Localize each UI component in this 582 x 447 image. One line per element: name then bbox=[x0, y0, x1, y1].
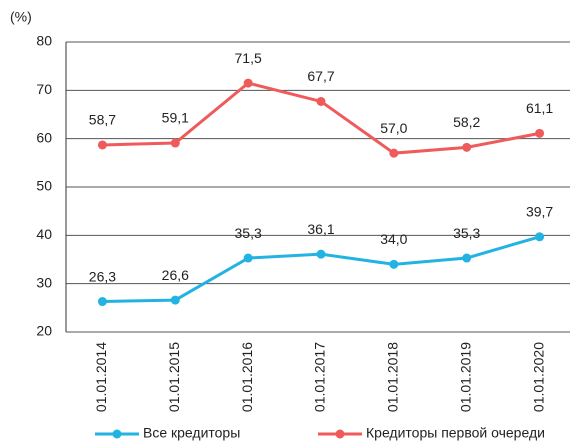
point bbox=[97, 140, 107, 150]
x-tick-label: 01.01.2018 bbox=[385, 342, 401, 412]
point bbox=[243, 253, 253, 263]
data-label: 58,2 bbox=[453, 114, 480, 130]
point bbox=[316, 96, 326, 106]
data-label: 57,0 bbox=[380, 120, 407, 136]
x-tick-label: 01.01.2020 bbox=[530, 342, 546, 412]
y-axis-label: (%) bbox=[10, 9, 32, 25]
data-label: 61,1 bbox=[526, 100, 553, 116]
point bbox=[535, 232, 545, 242]
legend-swatch bbox=[335, 429, 345, 439]
data-label: 59,1 bbox=[162, 110, 189, 126]
point bbox=[462, 253, 472, 263]
data-label: 35,3 bbox=[235, 225, 262, 241]
point bbox=[243, 78, 253, 88]
point bbox=[462, 142, 472, 152]
legend-label: Кредиторы первой очереди bbox=[366, 425, 545, 441]
point bbox=[97, 297, 107, 307]
point bbox=[316, 249, 326, 259]
point bbox=[535, 128, 545, 138]
point bbox=[170, 138, 180, 148]
y-tick-label: 40 bbox=[36, 226, 52, 242]
y-tick-label: 70 bbox=[36, 81, 52, 97]
y-tick-label: 30 bbox=[36, 274, 52, 290]
y-tick-label: 60 bbox=[36, 129, 52, 145]
y-tick-label: 50 bbox=[36, 178, 52, 194]
legend-label: Все кредиторы bbox=[143, 425, 240, 441]
x-tick-label: 01.01.2019 bbox=[457, 342, 473, 412]
y-tick-label: 20 bbox=[36, 323, 52, 339]
data-label: 34,0 bbox=[380, 231, 407, 247]
x-tick-label: 01.01.2016 bbox=[239, 342, 255, 412]
data-label: 58,7 bbox=[89, 112, 116, 128]
data-label: 26,6 bbox=[162, 267, 189, 283]
data-label: 36,1 bbox=[307, 221, 334, 237]
data-label: 39,7 bbox=[526, 203, 553, 219]
point bbox=[389, 259, 399, 269]
data-label: 71,5 bbox=[235, 50, 262, 66]
data-label: 26,3 bbox=[89, 268, 116, 284]
y-tick-label: 80 bbox=[36, 33, 52, 49]
x-tick-label: 01.01.2015 bbox=[166, 342, 182, 412]
x-tick-label: 01.01.2017 bbox=[312, 342, 328, 412]
point bbox=[170, 295, 180, 305]
x-tick-label: 01.01.2014 bbox=[93, 342, 109, 412]
data-label: 67,7 bbox=[307, 68, 334, 84]
point bbox=[389, 148, 399, 158]
data-label: 35,3 bbox=[453, 225, 480, 241]
legend-swatch bbox=[112, 429, 122, 439]
